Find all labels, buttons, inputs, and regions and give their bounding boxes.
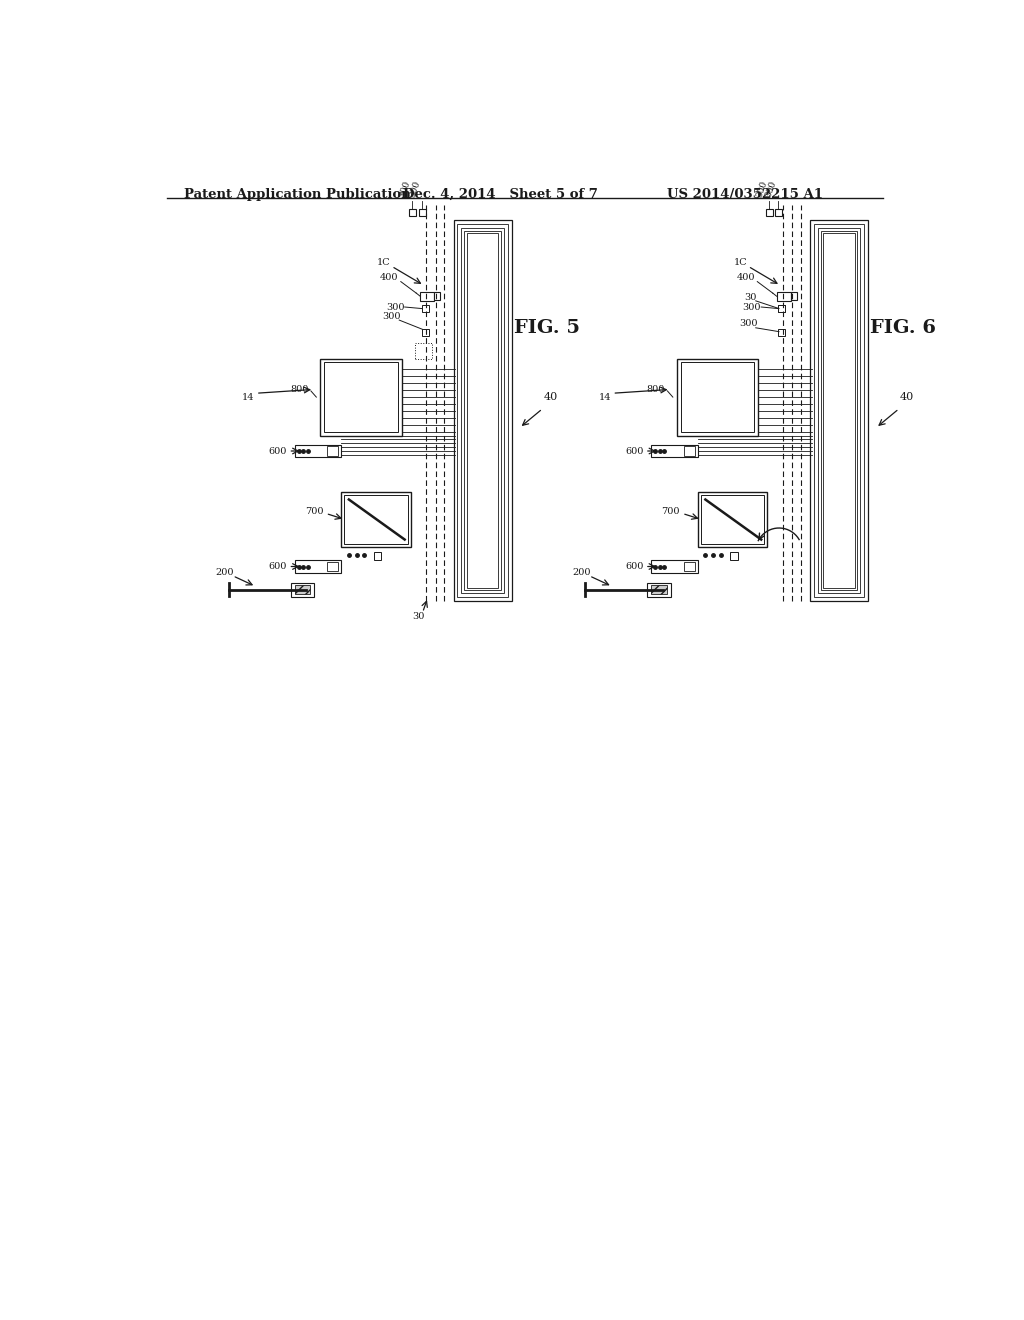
Bar bbox=[810, 220, 868, 601]
Bar bbox=[647, 582, 671, 597]
Text: 40: 40 bbox=[900, 392, 914, 403]
Text: 30: 30 bbox=[413, 612, 425, 620]
Bar bbox=[295, 560, 341, 573]
Bar bbox=[461, 227, 504, 594]
Text: 300: 300 bbox=[738, 319, 758, 329]
Text: 14: 14 bbox=[598, 392, 611, 401]
Text: 300: 300 bbox=[764, 180, 778, 199]
Bar bbox=[697, 492, 767, 548]
Bar bbox=[344, 495, 408, 544]
Text: 300: 300 bbox=[386, 302, 404, 312]
Text: 600: 600 bbox=[268, 446, 287, 455]
Text: 200: 200 bbox=[216, 568, 234, 577]
Text: 300: 300 bbox=[742, 302, 761, 312]
Text: 400: 400 bbox=[380, 273, 398, 282]
Bar bbox=[410, 209, 417, 216]
Text: 600: 600 bbox=[625, 446, 643, 455]
Bar bbox=[814, 224, 864, 598]
Text: 1C: 1C bbox=[377, 257, 390, 267]
Bar bbox=[766, 209, 773, 216]
Bar bbox=[651, 560, 697, 573]
Text: 1C: 1C bbox=[733, 257, 748, 267]
Bar bbox=[684, 446, 694, 455]
Bar bbox=[419, 209, 426, 216]
Text: 700: 700 bbox=[305, 507, 324, 516]
Text: 200: 200 bbox=[572, 568, 591, 577]
Bar bbox=[778, 305, 785, 312]
Text: 300: 300 bbox=[398, 180, 413, 199]
Text: 400: 400 bbox=[736, 273, 755, 282]
Bar bbox=[422, 305, 429, 312]
Text: FIG. 6: FIG. 6 bbox=[870, 319, 936, 337]
Bar bbox=[295, 445, 341, 457]
Bar bbox=[651, 585, 667, 594]
Text: FIG. 5: FIG. 5 bbox=[513, 319, 580, 337]
Text: 300: 300 bbox=[408, 180, 422, 199]
Bar bbox=[776, 292, 791, 301]
Bar bbox=[681, 363, 755, 432]
Text: Dec. 4, 2014   Sheet 5 of 7: Dec. 4, 2014 Sheet 5 of 7 bbox=[403, 187, 598, 201]
Bar bbox=[684, 562, 694, 572]
Bar bbox=[700, 495, 764, 544]
Bar bbox=[291, 582, 314, 597]
Bar bbox=[420, 292, 434, 301]
Text: 800: 800 bbox=[290, 385, 308, 393]
Bar bbox=[464, 231, 501, 590]
Bar bbox=[791, 293, 797, 300]
Bar bbox=[778, 305, 785, 313]
Bar bbox=[422, 329, 429, 335]
Bar bbox=[730, 552, 738, 560]
Text: Patent Application Publication: Patent Application Publication bbox=[183, 187, 411, 201]
Bar bbox=[341, 492, 411, 548]
Bar bbox=[651, 445, 697, 457]
Bar bbox=[823, 234, 855, 589]
Bar bbox=[374, 552, 381, 560]
Bar bbox=[677, 359, 758, 436]
Text: 600: 600 bbox=[625, 562, 643, 572]
Bar bbox=[778, 329, 785, 335]
Bar bbox=[775, 209, 782, 216]
Bar bbox=[434, 293, 440, 300]
Bar bbox=[328, 446, 338, 455]
Text: 40: 40 bbox=[544, 392, 557, 403]
Bar bbox=[454, 220, 512, 601]
Bar bbox=[321, 359, 401, 436]
Bar bbox=[818, 227, 860, 594]
Text: US 2014/0352215 A1: US 2014/0352215 A1 bbox=[667, 187, 822, 201]
Bar bbox=[467, 234, 499, 589]
Bar bbox=[295, 585, 310, 594]
Bar bbox=[458, 224, 508, 598]
Text: 300: 300 bbox=[382, 312, 400, 321]
Bar bbox=[821, 231, 857, 590]
Text: 600: 600 bbox=[268, 562, 287, 572]
Text: 30: 30 bbox=[744, 293, 757, 301]
Text: 700: 700 bbox=[662, 507, 680, 516]
Text: 300: 300 bbox=[755, 180, 769, 199]
Bar bbox=[324, 363, 397, 432]
Bar bbox=[328, 562, 338, 572]
Bar bbox=[415, 343, 432, 359]
Text: 14: 14 bbox=[242, 392, 254, 401]
Text: 800: 800 bbox=[647, 385, 665, 393]
